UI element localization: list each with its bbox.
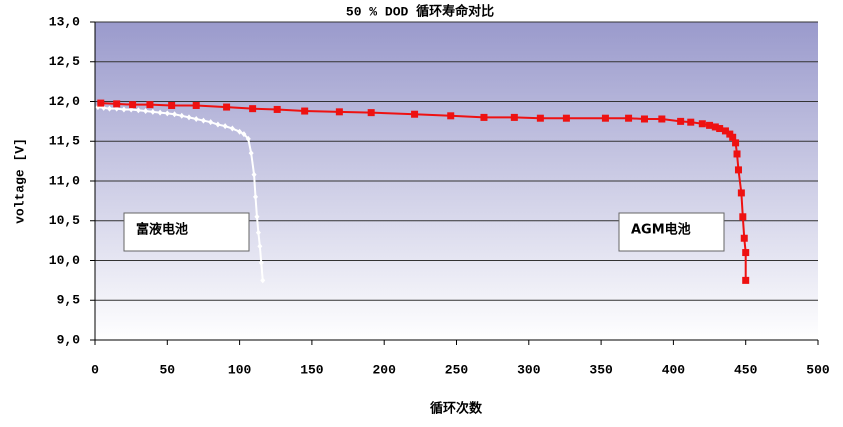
marker bbox=[208, 119, 214, 126]
marker bbox=[168, 101, 176, 109]
y-tick-label: 13,0 bbox=[49, 14, 80, 29]
marker bbox=[215, 121, 221, 128]
marker bbox=[740, 234, 748, 242]
marker bbox=[97, 99, 105, 107]
x-axis-label: 循环次数 bbox=[430, 401, 483, 417]
marker bbox=[301, 107, 309, 115]
marker bbox=[447, 112, 455, 120]
marker bbox=[742, 249, 750, 257]
marker bbox=[237, 128, 243, 135]
marker bbox=[254, 213, 260, 220]
x-tick-label: 150 bbox=[300, 362, 324, 377]
marker bbox=[729, 133, 737, 141]
marker bbox=[223, 103, 231, 111]
marker bbox=[640, 115, 648, 123]
legend-box bbox=[618, 212, 725, 252]
marker bbox=[222, 123, 228, 130]
marker bbox=[733, 150, 741, 158]
chart-title: 50 % DOD 循环寿命对比 bbox=[346, 3, 494, 19]
y-tick-label: 9,5 bbox=[57, 293, 81, 308]
marker bbox=[367, 109, 375, 117]
marker bbox=[241, 131, 247, 138]
x-tick-label: 250 bbox=[445, 362, 469, 377]
marker bbox=[658, 115, 666, 123]
y-tick-label: 10,5 bbox=[49, 213, 80, 228]
marker bbox=[335, 108, 343, 116]
marker bbox=[742, 276, 750, 284]
marker bbox=[251, 171, 257, 178]
marker bbox=[716, 125, 724, 133]
marker bbox=[164, 110, 170, 117]
marker bbox=[536, 114, 544, 122]
y-tick-label: 11,0 bbox=[49, 173, 80, 188]
legend-box bbox=[123, 212, 250, 252]
marker bbox=[249, 105, 257, 113]
marker bbox=[480, 113, 488, 121]
marker bbox=[106, 105, 112, 112]
marker bbox=[721, 127, 729, 135]
marker bbox=[192, 101, 200, 109]
x-tick-label: 200 bbox=[372, 362, 396, 377]
x-tick-label: 300 bbox=[517, 362, 541, 377]
marker bbox=[248, 150, 254, 157]
marker bbox=[706, 121, 714, 129]
plot-layer: 9,0 9,5 10,0 10,5 11,0 11,5 12,0 12,5 13,0 0 50 100… bbox=[49, 14, 830, 377]
x-tick-label: 450 bbox=[734, 362, 758, 377]
marker bbox=[143, 108, 149, 115]
x-tick-label: 0 bbox=[91, 362, 99, 377]
marker bbox=[411, 110, 419, 118]
x-tick-label: 350 bbox=[589, 362, 613, 377]
marker bbox=[113, 100, 121, 108]
marker bbox=[193, 115, 199, 122]
y-axis-label: voltage [V] bbox=[12, 138, 27, 224]
marker bbox=[510, 113, 518, 121]
marker bbox=[186, 114, 192, 121]
marker bbox=[734, 166, 742, 174]
marker bbox=[253, 193, 259, 200]
marker bbox=[150, 108, 156, 115]
marker bbox=[260, 277, 266, 284]
marker bbox=[129, 101, 137, 109]
marker bbox=[677, 117, 685, 125]
marker bbox=[229, 125, 235, 132]
marker bbox=[273, 105, 281, 113]
marker bbox=[698, 120, 706, 128]
x-tick-label: 100 bbox=[228, 362, 252, 377]
marker bbox=[711, 123, 719, 131]
marker bbox=[245, 135, 251, 142]
marker bbox=[732, 139, 740, 147]
marker bbox=[258, 259, 264, 266]
x-tick-label: 50 bbox=[159, 362, 175, 377]
legend-label: AGM电池 bbox=[631, 222, 691, 238]
marker bbox=[562, 114, 570, 122]
marker bbox=[737, 189, 745, 197]
y-tick-label: 12,0 bbox=[49, 94, 80, 109]
marker bbox=[625, 114, 633, 122]
x-tick-label: 400 bbox=[662, 362, 686, 377]
marker bbox=[200, 117, 206, 124]
marker bbox=[687, 118, 695, 126]
marker bbox=[121, 106, 127, 113]
marker bbox=[739, 213, 747, 221]
y-tick-label: 9,0 bbox=[57, 332, 81, 347]
marker bbox=[157, 109, 163, 116]
y-tick-label: 12,5 bbox=[49, 54, 80, 69]
legend-label: 富液电池 bbox=[136, 222, 188, 238]
marker bbox=[601, 114, 609, 122]
y-tick-label: 10,0 bbox=[49, 253, 80, 268]
marker bbox=[255, 229, 261, 236]
x-tick-label: 500 bbox=[806, 362, 830, 377]
marker bbox=[257, 243, 263, 250]
marker bbox=[135, 107, 141, 114]
marker bbox=[172, 111, 178, 118]
marker bbox=[179, 112, 185, 119]
y-tick-label: 11,5 bbox=[49, 134, 80, 149]
marker bbox=[146, 101, 154, 109]
